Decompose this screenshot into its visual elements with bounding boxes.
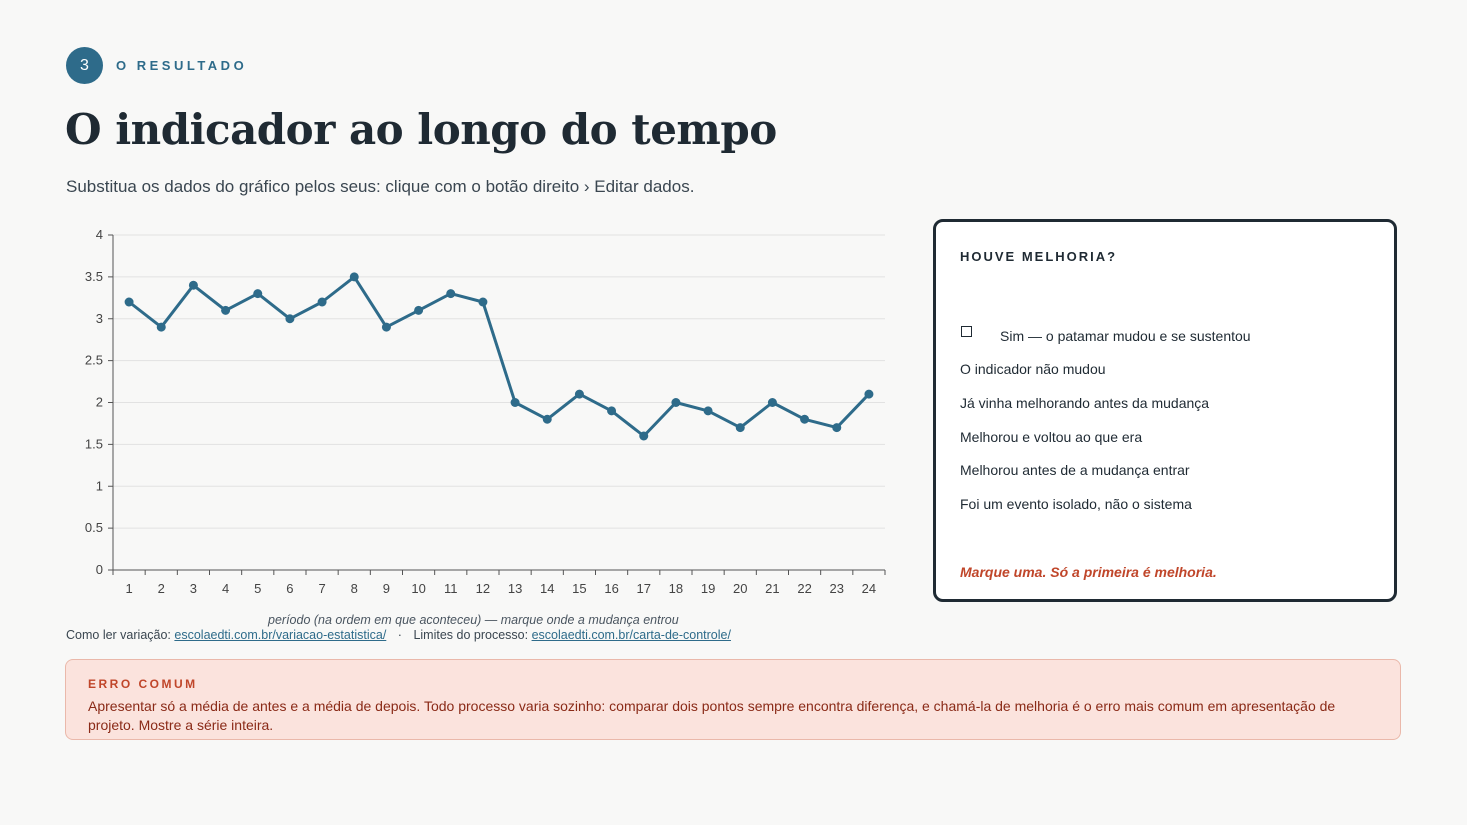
line-chart: 0 0.5 1 1.5 2 2.5 3 3.5 4 1 2 3 4 5 6 7 8 9 10 11 12 13 14 15 16… [60,222,900,632]
option-improved-before-change[interactable]: Melhorou antes de a mudança entrar [960,462,1190,478]
data-point [414,305,424,315]
x-tick-label: 17 [637,581,651,596]
x-tick-label: 5 [254,581,261,596]
option-improved-then-reverted[interactable]: Melhorou e voltou ao que era [960,429,1143,445]
x-tick-label: 3 [190,581,197,596]
common-error-callout: ERRO COMUM Apresentar só a média de ante… [65,659,1401,740]
variation-link[interactable]: escolaedti.com.br/variacao-estatistica/ [174,628,387,642]
y-tick-label: 2.5 [85,353,103,368]
limits-link-prefix: Limites do processo: [413,628,529,642]
x-tick-label: 14 [540,581,554,596]
y-tick-label: 3 [96,311,103,326]
x-tick-label: 8 [351,581,358,596]
data-point [317,297,327,307]
page-subtitle: Substitua os dados do gráfico pelos seus… [66,177,695,196]
data-point [639,431,649,441]
y-tick-label: 0 [96,562,103,577]
x-tick-label: 13 [508,581,522,596]
error-title: ERRO COMUM [88,677,198,691]
x-tick-label: 4 [222,581,229,596]
card-hint: Marque uma. Só a primeira é melhoria. [960,564,1217,580]
option-sustained-improvement[interactable]: Sim — o patamar mudou e se sustentou [1000,328,1251,344]
data-point [349,272,359,282]
option-isolated-event[interactable]: Foi um evento isolado, não o sistema [960,496,1192,512]
data-point [478,297,488,307]
data-point [156,322,166,332]
page-title: O indicador ao longo do tempo [65,105,777,154]
y-tick-label: 0.5 [85,520,103,535]
data-point [221,305,231,315]
x-tick-label: 11 [444,581,458,596]
data-point [253,289,263,299]
x-tick-label: 15 [572,581,586,596]
x-tick-label: 16 [604,581,618,596]
data-point [510,398,520,407]
step-label: O RESULTADO [116,58,248,73]
x-tick-label: 9 [383,581,390,596]
data-point [864,389,874,399]
y-tick-label: 1 [96,478,103,493]
y-tick-label: 3.5 [85,269,103,284]
option-no-change[interactable]: O indicador não mudou [960,361,1106,377]
x-tick-label: 6 [286,581,293,596]
data-point [285,314,295,324]
x-tick-label: 23 [830,581,844,596]
step-number-badge: 3 [66,47,103,84]
data-point [607,406,617,416]
data-point [832,423,842,433]
x-tick-label: 12 [476,581,490,596]
data-point [574,389,584,399]
option-already-improving[interactable]: Já vinha melhorando antes da mudança [960,395,1210,411]
x-tick-label: 10 [411,581,425,596]
limits-link[interactable]: escolaedti.com.br/carta-de-controle/ [531,628,731,642]
y-tick-label: 1.5 [85,436,103,451]
reference-links: Como ler variação: escolaedti.com.br/var… [66,628,731,642]
x-tick-label: 22 [797,581,811,596]
data-point [671,398,681,407]
x-tick-label: 1 [125,581,132,596]
x-tick-label: 19 [701,581,715,596]
data-point [124,297,134,307]
chart-canvas: 00.511.522.533.541 2 3 4 5 6 7 8 9 10 11 12 13 14 15 16… [85,227,886,596]
x-tick-label: 18 [669,581,683,596]
variation-link-prefix: Como ler variação: [66,628,171,642]
option-checkbox[interactable] [961,326,972,337]
data-point [188,280,198,290]
y-tick-label: 4 [96,227,103,242]
links-separator: · [397,628,402,642]
series-line [128,275,870,438]
data-point [767,398,777,407]
y-tick-label: 2 [96,395,103,410]
data-point [703,406,713,416]
x-tick-label: 24 [862,581,876,596]
data-point [542,414,552,424]
error-text: Apresentar só a média de antes e a média… [88,698,1336,733]
improvement-question-card: HOUVE MELHORIA? Sim — o patamar mudou e … [933,219,1397,602]
data-point [735,423,745,433]
data-point [381,322,391,332]
x-tick-label: 7 [318,581,325,596]
x-tick-label: 21 [765,581,779,596]
data-point [446,289,456,299]
x-axis-label: período (na ordem em que aconteceu) — ma… [268,613,679,627]
card-title: HOUVE MELHORIA? [960,249,1118,264]
data-point [800,414,810,424]
x-tick-label: 2 [158,581,165,596]
x-tick-label: 20 [733,581,747,596]
